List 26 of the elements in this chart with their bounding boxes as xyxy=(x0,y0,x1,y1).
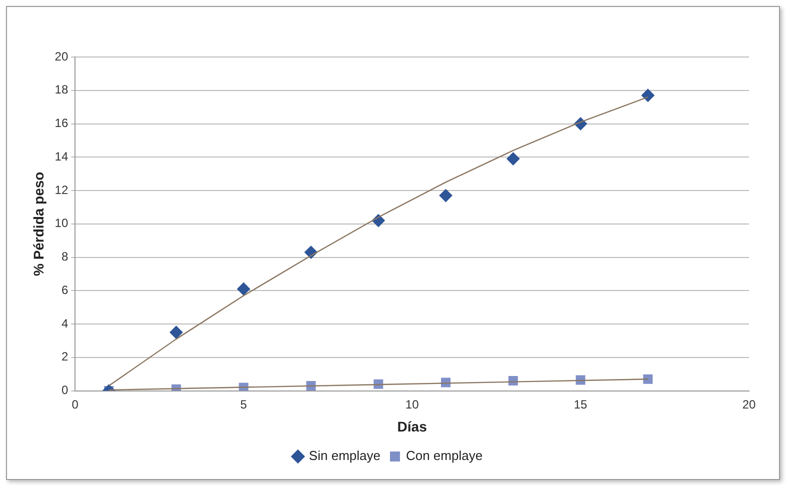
x-tick-label: 10 xyxy=(405,397,420,412)
point xyxy=(506,152,520,166)
point xyxy=(439,189,452,202)
y-tick-label: 6 xyxy=(61,282,68,297)
y-tick-label: 8 xyxy=(61,250,68,264)
x-tick-label: 20 xyxy=(742,397,756,412)
y-tick-label: 18 xyxy=(54,82,68,97)
y-tick-label: 14 xyxy=(54,149,68,164)
point xyxy=(643,374,653,384)
legend-label: Con emplaye xyxy=(406,448,483,464)
x-tick-label: 0 xyxy=(72,397,79,412)
legend-label: Sin emplaye xyxy=(308,448,380,464)
x-axis-title: Días xyxy=(397,418,428,434)
y-tick-label: 16 xyxy=(54,116,68,130)
point xyxy=(170,326,183,339)
y-axis-title: % Pérdida peso xyxy=(30,172,46,276)
x-tick-label: 5 xyxy=(240,397,248,412)
y-tick-label: 10 xyxy=(54,216,68,230)
y-tick-label: 20 xyxy=(54,49,68,64)
y-tick-label: 0 xyxy=(61,383,68,398)
point xyxy=(641,88,654,102)
y-tick-label: 2 xyxy=(61,350,68,364)
y-tick-label: 12 xyxy=(54,182,68,197)
y-tick-label: 4 xyxy=(61,316,68,330)
x-tick-label: 15 xyxy=(574,397,588,412)
point xyxy=(237,282,250,296)
